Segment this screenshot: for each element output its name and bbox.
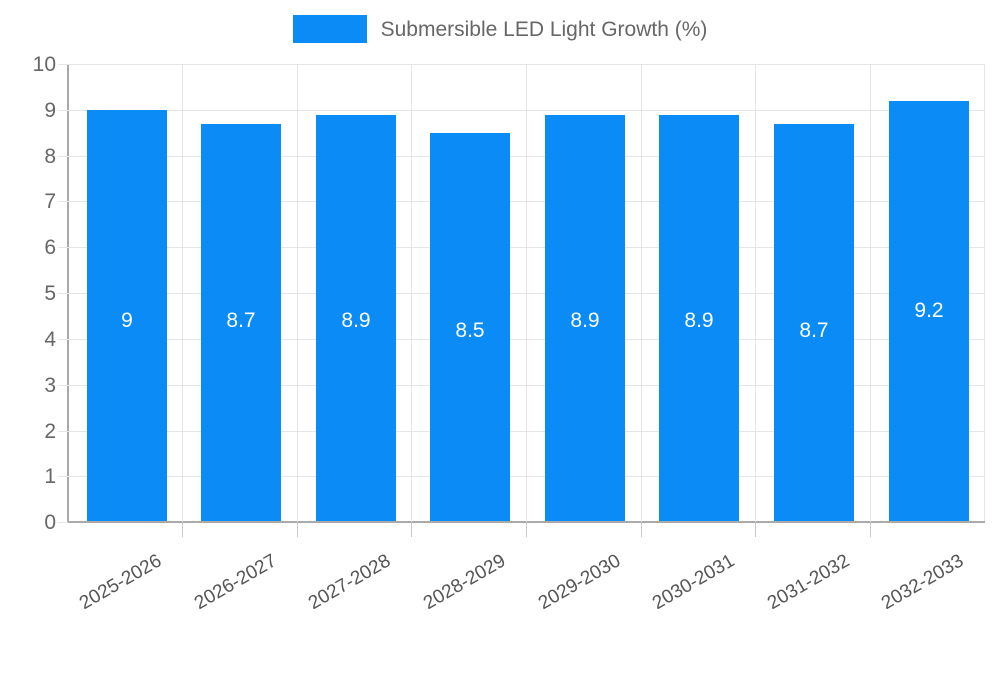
y-tick-mark <box>58 293 68 294</box>
y-tick-label-5: 5 <box>44 282 56 305</box>
y-tick-label-3: 3 <box>44 374 56 397</box>
y-tick-mark <box>58 339 68 340</box>
bar-2027-2028[interactable] <box>316 115 396 521</box>
y-tick-label-0: 0 <box>44 511 56 534</box>
x-tick-label-2030-2031: 2030-2031 <box>649 550 739 615</box>
bar-value-label-2027-2028: 8.9 <box>341 309 371 332</box>
y-tick-mark <box>58 431 68 432</box>
legend-color-swatch-icon <box>292 15 367 43</box>
bar-value-label-2031-2032: 8.7 <box>799 319 829 342</box>
gridline-x-7 <box>870 64 871 522</box>
chart-legend: Submersible LED Light Growth (%) <box>0 0 1000 58</box>
bar-2026-2027[interactable] <box>201 124 281 521</box>
gridline-x-6 <box>755 64 756 522</box>
y-tick-mark <box>58 110 68 111</box>
legend-label: Submersible LED Light Growth (%) <box>380 17 708 41</box>
bar-value-label-2026-2027: 8.7 <box>226 309 256 332</box>
x-tick-label-2029-2030: 2029-2030 <box>535 550 625 615</box>
x-tick-mark <box>870 523 871 537</box>
y-tick-label-10: 10 <box>32 53 56 76</box>
x-tick-label-2031-2032: 2031-2032 <box>764 550 854 615</box>
legend-item-submersible-led-light-growth[interactable]: Submersible LED Light Growth (%) <box>292 15 708 43</box>
gridline-x-2 <box>297 64 298 522</box>
x-tick-mark <box>297 523 298 537</box>
y-tick-label-7: 7 <box>44 190 56 213</box>
y-tick-label-6: 6 <box>44 236 56 259</box>
bar-2025-2026[interactable] <box>87 110 167 521</box>
x-tick-mark <box>641 523 642 537</box>
y-tick-mark <box>58 64 68 65</box>
plot-area: 9 8.7 8.9 8.5 8.9 8.9 8.7 9.2 <box>68 64 985 523</box>
x-tick-mark <box>411 523 412 537</box>
x-tick-label-2027-2028: 2027-2028 <box>305 550 395 615</box>
bar-2031-2032[interactable] <box>774 124 854 521</box>
bar-2029-2030[interactable] <box>545 115 625 521</box>
x-tick-mark <box>755 523 756 537</box>
gridline-x-4 <box>526 64 527 522</box>
y-tick-label-8: 8 <box>44 145 56 168</box>
y-tick-mark <box>58 156 68 157</box>
gridline-x-5 <box>641 64 642 522</box>
y-tick-label-2: 2 <box>44 420 56 443</box>
y-tick-mark <box>58 522 68 523</box>
bar-chart: Submersible LED Light Growth (%) 10 9 8 … <box>0 0 1000 614</box>
y-tick-mark <box>58 201 68 202</box>
bar-2032-2033[interactable] <box>889 101 969 521</box>
gridline-x-1 <box>182 64 183 522</box>
x-tick-label-2026-2027: 2026-2027 <box>191 550 281 615</box>
bar-value-label-2025-2026: 9 <box>121 309 133 332</box>
y-tick-label-1: 1 <box>44 465 56 488</box>
y-tick-label-9: 9 <box>44 99 56 122</box>
y-axis-tick-labels: 10 9 8 7 6 5 4 3 2 1 0 <box>0 0 56 600</box>
x-axis-baseline <box>68 521 985 523</box>
x-tick-label-2032-2033: 2032-2033 <box>878 550 968 615</box>
x-tick-mark <box>526 523 527 537</box>
y-tick-mark <box>58 385 68 386</box>
gridline-x-3 <box>411 64 412 522</box>
bar-value-label-2028-2029: 8.5 <box>455 319 485 342</box>
x-tick-label-2028-2029: 2028-2029 <box>420 550 510 615</box>
bar-value-label-2029-2030: 8.9 <box>570 309 600 332</box>
y-tick-mark <box>58 476 68 477</box>
bar-value-label-2030-2031: 8.9 <box>684 309 714 332</box>
bar-2028-2029[interactable] <box>430 133 510 521</box>
x-tick-mark <box>182 523 183 537</box>
bar-value-label-2032-2033: 9.2 <box>914 299 944 322</box>
y-tick-label-4: 4 <box>44 328 56 351</box>
y-tick-mark <box>58 247 68 248</box>
bar-2030-2031[interactable] <box>659 115 739 521</box>
